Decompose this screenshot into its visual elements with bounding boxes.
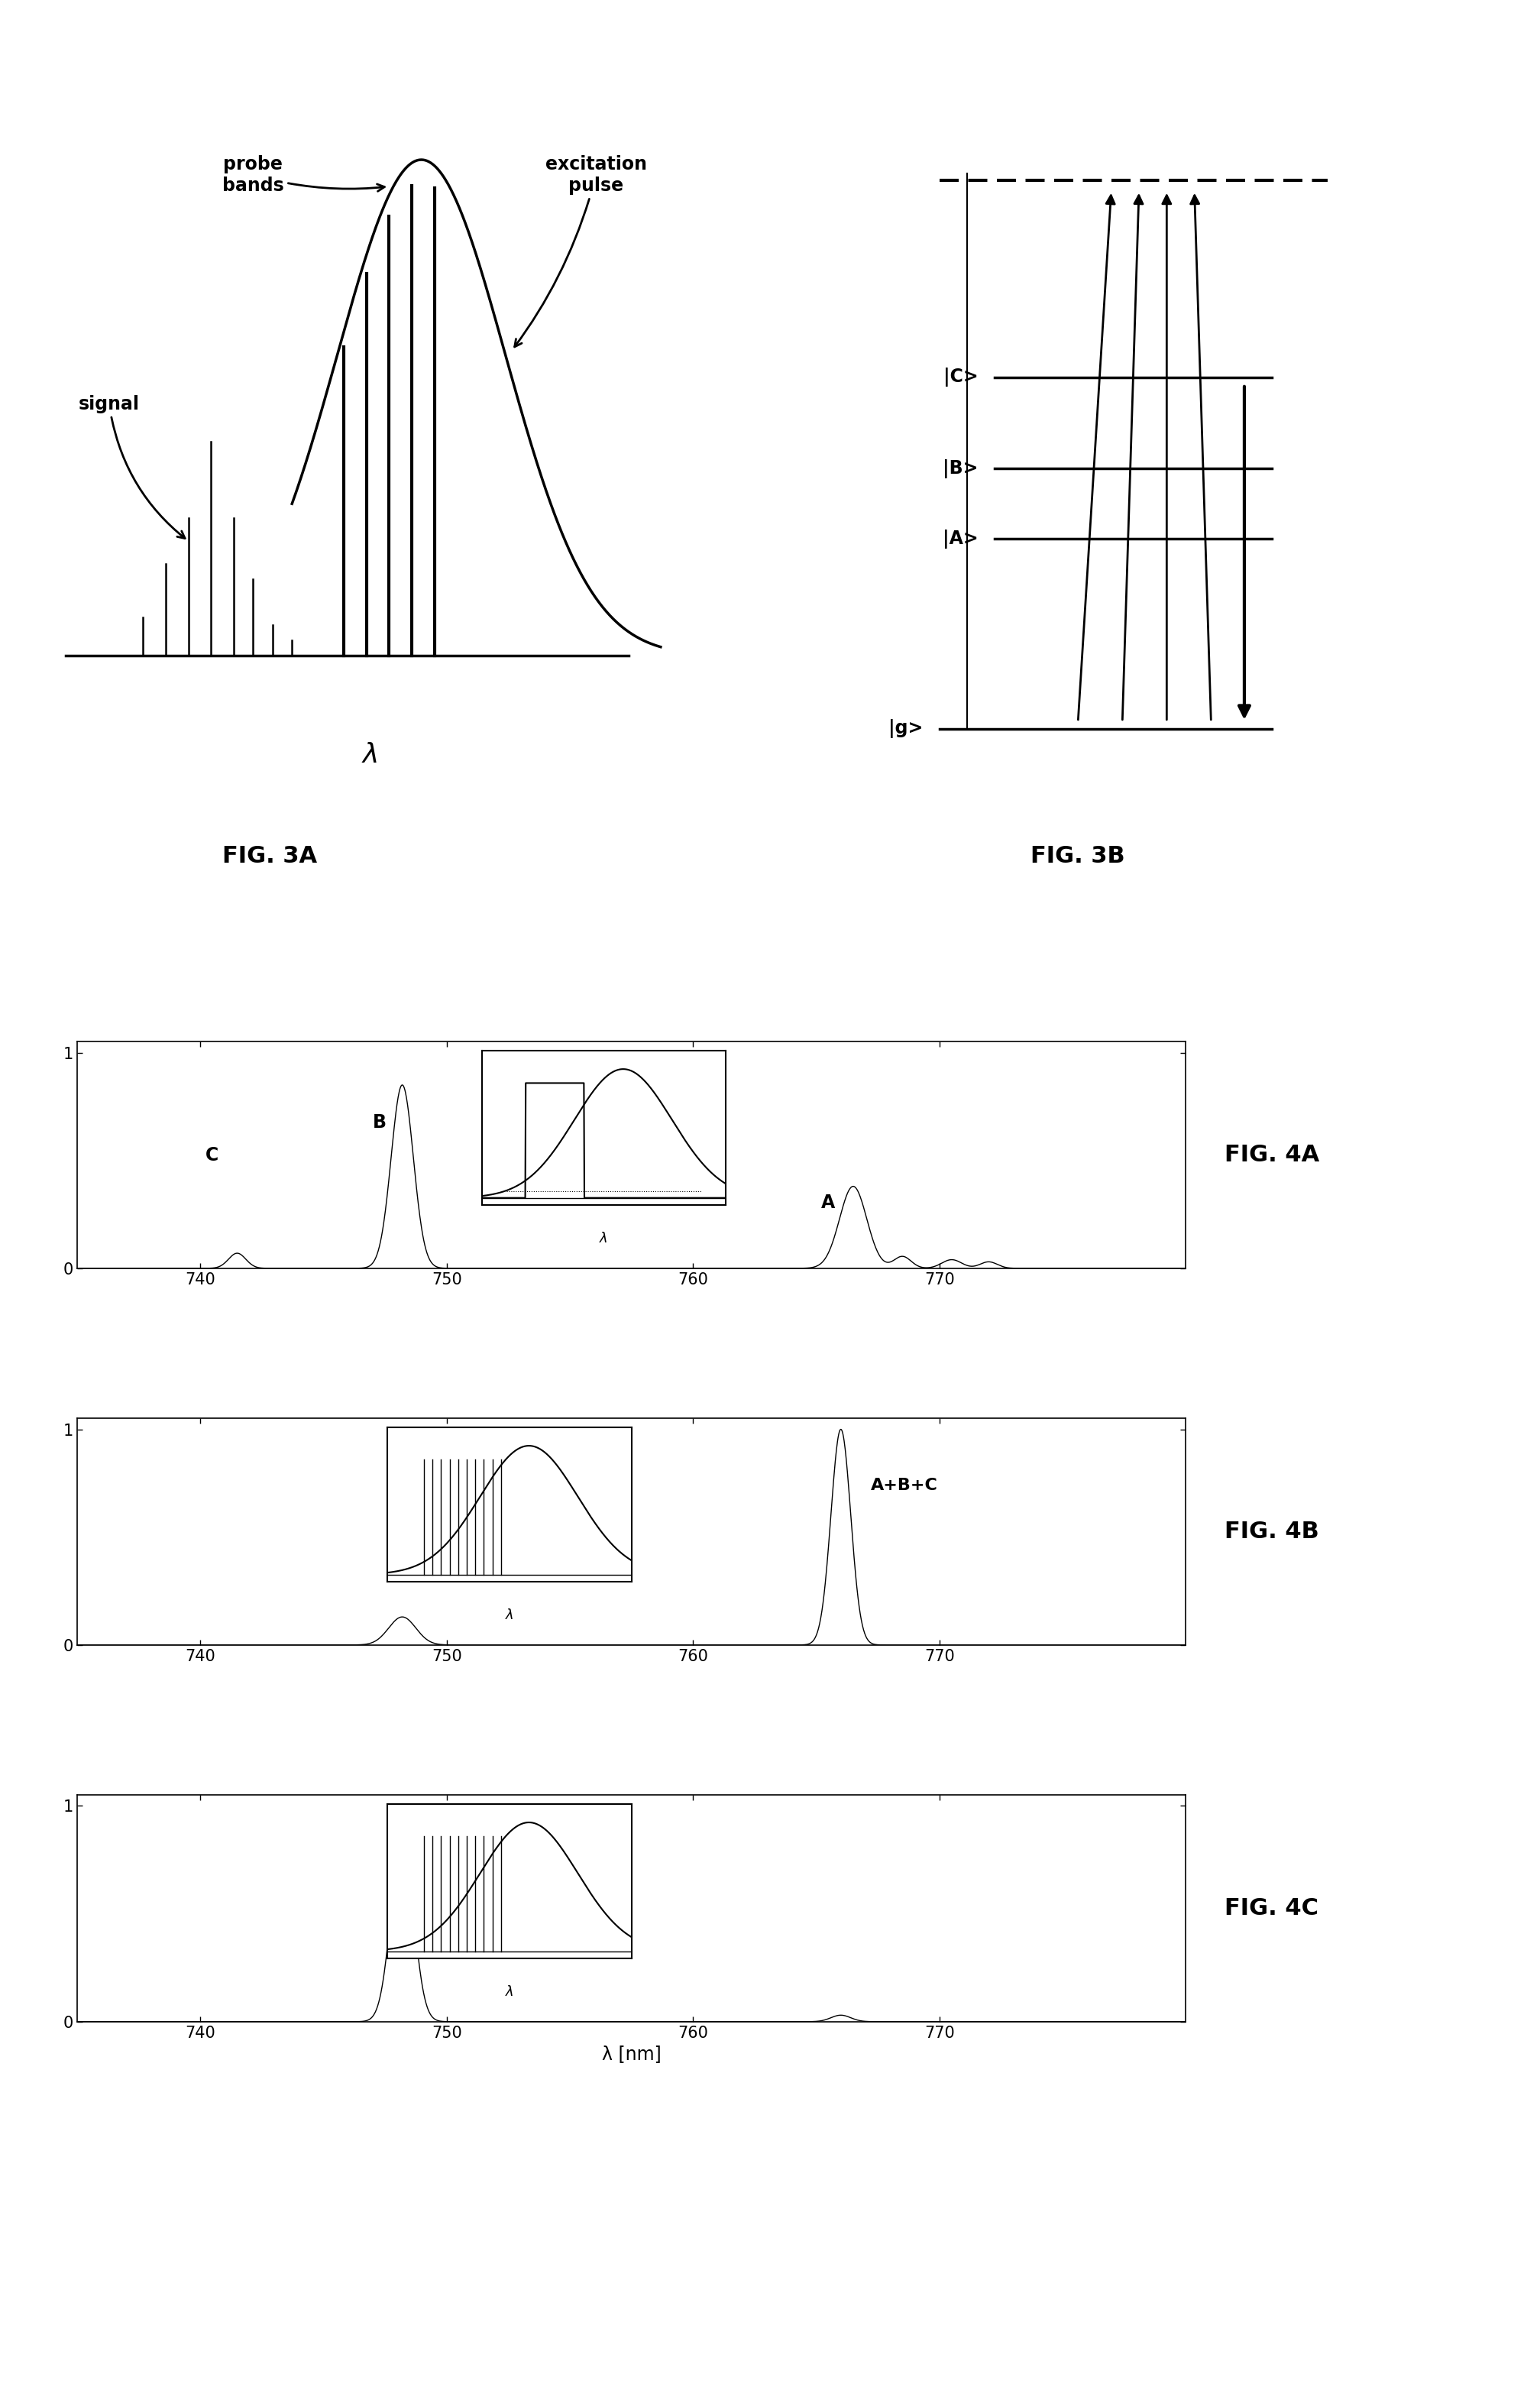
Text: FIG. 3B: FIG. 3B [1030, 846, 1126, 868]
Text: probe
bands: probe bands [222, 155, 385, 195]
Text: B: B [373, 1113, 387, 1132]
Text: |A>: |A> [942, 529, 978, 548]
Text: FIG. 4A: FIG. 4A [1224, 1144, 1320, 1166]
Text: FIG. 4C: FIG. 4C [1224, 1898, 1318, 1919]
Text: A+B+C: A+B+C [870, 1478, 938, 1492]
Text: signal: signal [79, 396, 185, 539]
X-axis label: λ [nm]: λ [nm] [602, 2045, 661, 2062]
Text: |B>: |B> [942, 460, 978, 479]
Text: |g>: |g> [889, 720, 922, 739]
Text: C: C [205, 1147, 219, 1163]
Text: |C>: |C> [944, 367, 978, 386]
Text: FIG. 4B: FIG. 4B [1224, 1521, 1318, 1542]
Text: A: A [821, 1194, 835, 1211]
Text: $\lambda$: $\lambda$ [362, 741, 377, 768]
Text: FIG. 3A: FIG. 3A [222, 846, 317, 868]
Text: A-0.8B+C: A-0.8B+C [533, 1891, 624, 1907]
Text: excitation
pulse: excitation pulse [514, 155, 647, 346]
